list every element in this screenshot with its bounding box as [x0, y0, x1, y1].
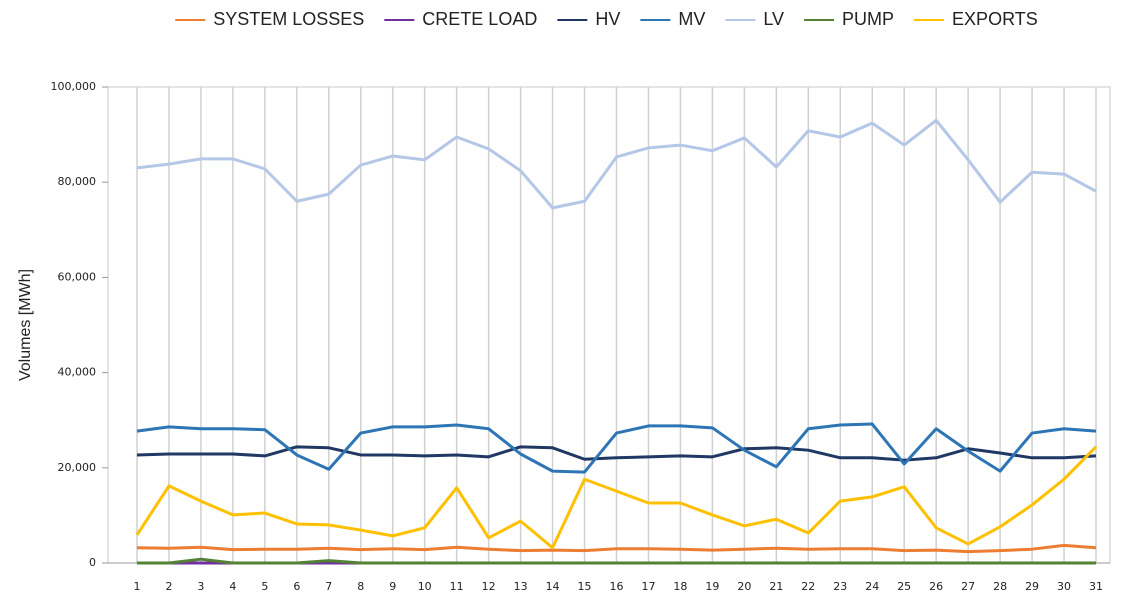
legend-label: MV: [678, 9, 705, 29]
legend-label: HV: [595, 9, 620, 29]
x-tick-label: 19: [705, 580, 719, 593]
x-tick-label: 14: [546, 580, 560, 593]
x-tick-label: 25: [897, 580, 911, 593]
x-tick-label: 30: [1057, 580, 1071, 593]
legend-label: SYSTEM LOSSES: [213, 9, 364, 29]
x-tick-label: 11: [450, 580, 464, 593]
x-tick-label: 4: [229, 580, 236, 593]
series-line: [136, 445, 1097, 462]
x-tick-label: 9: [389, 580, 396, 593]
x-tick-label: 29: [1025, 580, 1039, 593]
legend-label: LV: [763, 9, 784, 29]
x-tick-label: 2: [165, 580, 172, 593]
x-tick-label: 12: [482, 580, 496, 593]
x-tick-label: 1: [134, 580, 141, 593]
x-tick-label: 6: [293, 580, 300, 593]
x-tick-label: 31: [1089, 580, 1103, 593]
x-tick-label: 3: [197, 580, 204, 593]
y-tick-label: 20,000: [58, 461, 97, 474]
legend-label: EXPORTS: [952, 9, 1038, 29]
plot-frame: [107, 86, 1111, 564]
series-line: [135, 445, 1098, 550]
x-tick-label: 24: [865, 580, 879, 593]
y-tick-label: 0: [89, 556, 96, 569]
y-tick-label: 100,000: [51, 80, 97, 93]
y-tick-label: 40,000: [58, 366, 97, 379]
x-tick-label: 27: [961, 580, 975, 593]
series-line: [136, 543, 1097, 554]
y-tick-label: 60,000: [58, 270, 97, 283]
x-tick-label: 17: [641, 580, 655, 593]
series-line: [136, 118, 1097, 210]
series-line: [137, 557, 1096, 565]
x-tick-label: 13: [514, 580, 528, 593]
legend-label: PUMP: [842, 9, 894, 29]
x-tick-label: 15: [578, 580, 592, 593]
x-tick-label: 18: [673, 580, 687, 593]
x-tick-label: 7: [325, 580, 332, 593]
x-tick-label: 10: [418, 580, 432, 593]
x-tick-label: 8: [357, 580, 364, 593]
y-tick-label: 80,000: [58, 175, 97, 188]
x-tick-label: 20: [737, 580, 751, 593]
series-line: [136, 422, 1097, 474]
x-tick-label: 26: [929, 580, 943, 593]
x-tick-label: 16: [610, 580, 624, 593]
x-tick-label: 5: [261, 580, 268, 593]
x-tick-label: 23: [833, 580, 847, 593]
legend-label: CRETE LOAD: [422, 9, 537, 29]
x-tick-label: 21: [769, 580, 783, 593]
x-tick-label: 22: [801, 580, 815, 593]
x-tick-label: 28: [993, 580, 1007, 593]
y-axis-label: Volumes [MWh]: [17, 269, 34, 381]
